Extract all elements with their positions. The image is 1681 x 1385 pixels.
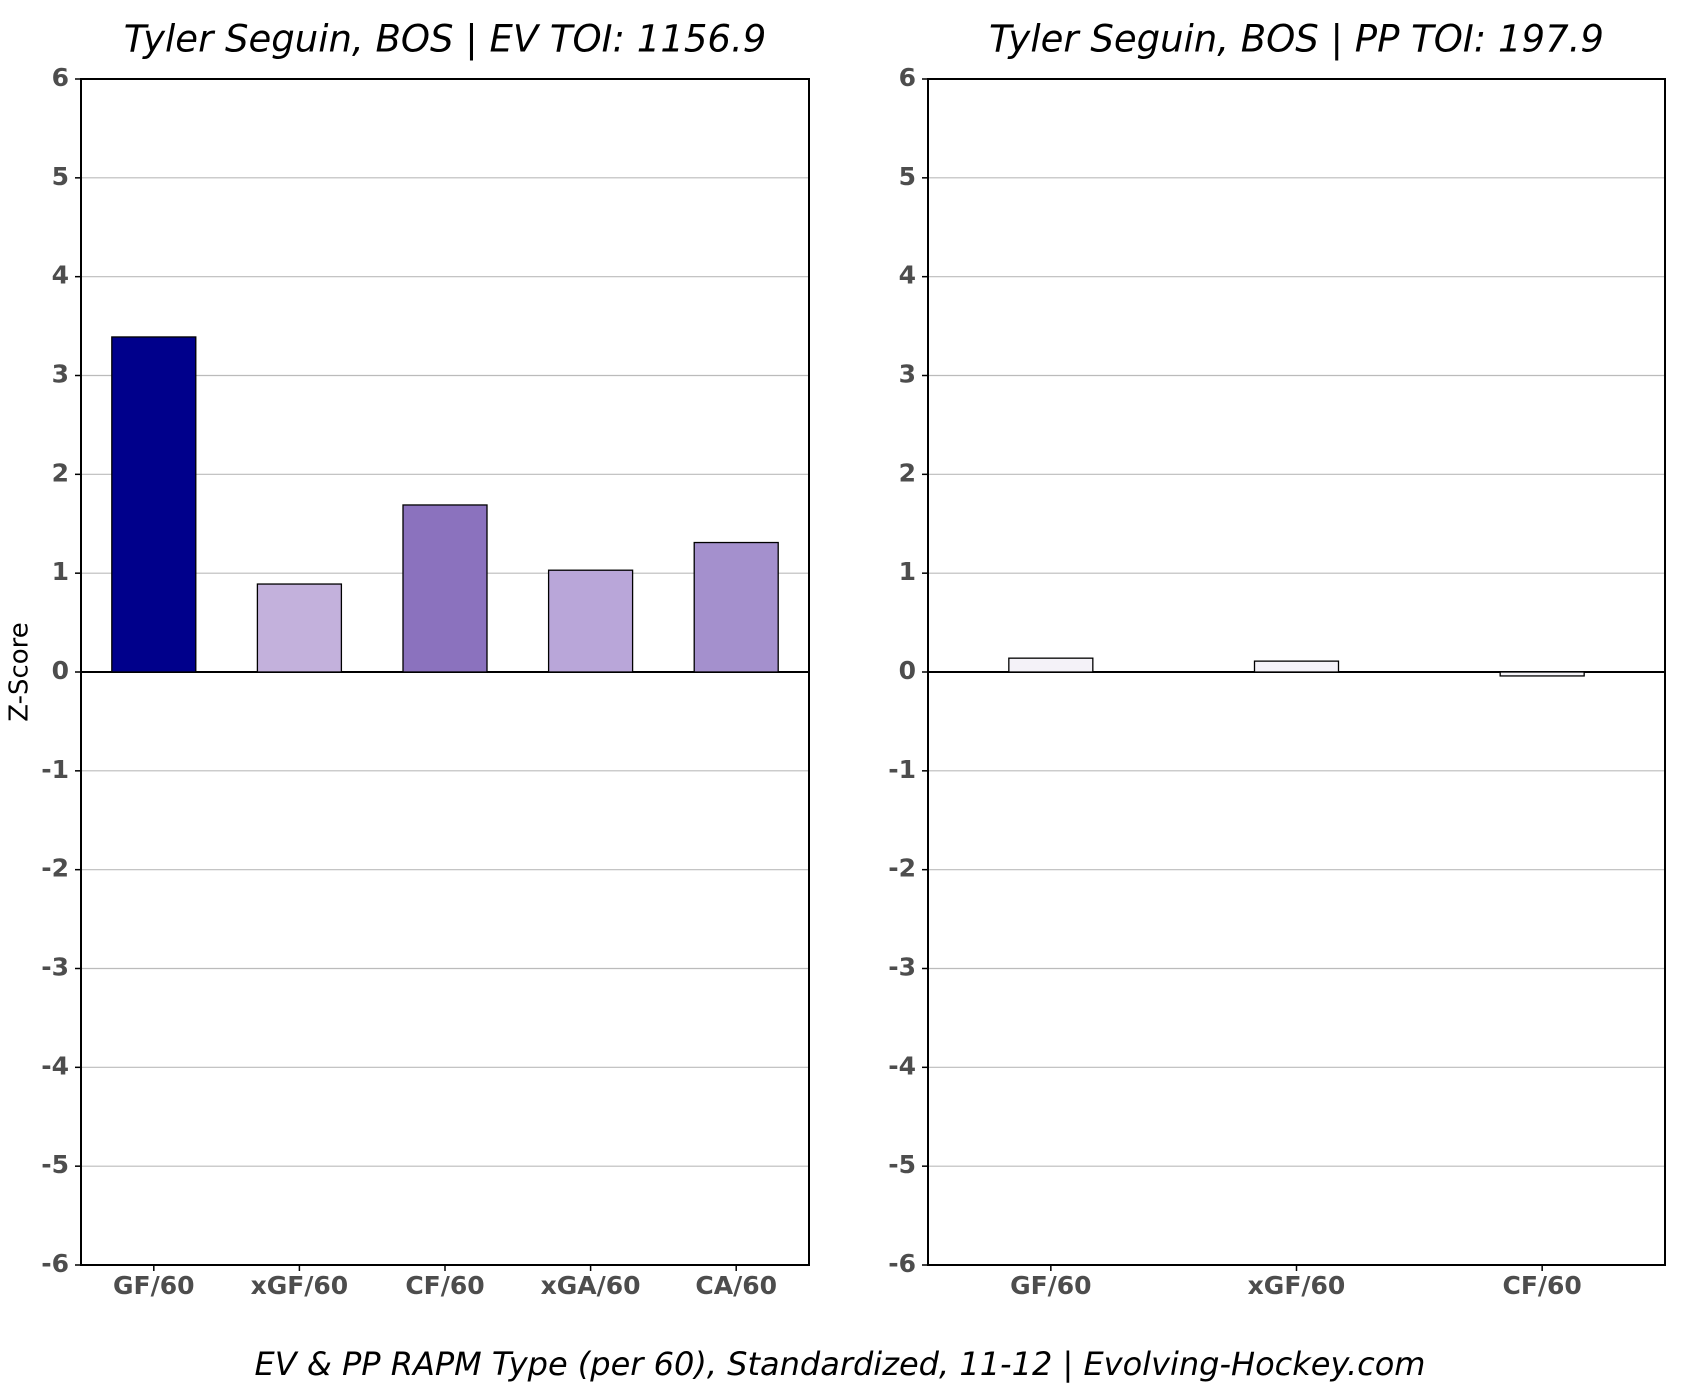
y-tick-label: 1 — [52, 557, 69, 586]
bar — [402, 504, 488, 673]
y-tick-label: -1 — [888, 755, 916, 784]
caption: EV & PP RAPM Type (per 60), Standardized… — [255, 1345, 1426, 1383]
x-tick-label: GF/60 — [113, 1271, 195, 1300]
y-tick-label: -6 — [41, 1249, 69, 1278]
bar — [1499, 671, 1585, 677]
y-tick-label: -6 — [888, 1249, 916, 1278]
y-tick-label: -4 — [888, 1051, 916, 1080]
y-tick-label: -2 — [41, 854, 69, 883]
bar — [111, 336, 197, 673]
chart-title: Tyler Seguin, BOS | PP TOI: 197.9 — [989, 18, 1604, 61]
plot-frame — [80, 78, 810, 1266]
x-tick-label: GF/60 — [1010, 1271, 1092, 1300]
x-tick-label: CF/60 — [405, 1271, 484, 1300]
y-tick-label: -4 — [41, 1051, 69, 1080]
x-tick-label: CF/60 — [1502, 1271, 1581, 1300]
bar — [547, 569, 634, 673]
y-tick-label: -1 — [41, 755, 69, 784]
y-tick-label: -5 — [41, 1150, 69, 1179]
bar — [256, 583, 343, 673]
x-tick-label: xGA/60 — [541, 1271, 641, 1300]
y-tick-label: 0 — [899, 656, 916, 685]
y-tick-label: 6 — [899, 63, 916, 92]
y-tick-label: 5 — [899, 162, 916, 191]
bar — [693, 541, 779, 673]
x-tick-label: xGF/60 — [1248, 1271, 1346, 1300]
y-tick-label: 0 — [52, 656, 69, 685]
y-tick-label: 3 — [899, 360, 916, 389]
y-tick-label: -5 — [888, 1150, 916, 1179]
x-tick-label: CA/60 — [695, 1271, 777, 1300]
x-tick-label: xGF/60 — [251, 1271, 349, 1300]
y-tick-label: 2 — [899, 458, 916, 487]
y-tick-label: -3 — [41, 953, 69, 982]
y-tick-label: 4 — [52, 261, 69, 290]
y-tick-label: -2 — [888, 854, 916, 883]
y-tick-label: 3 — [52, 360, 69, 389]
bar — [1008, 657, 1094, 673]
chart-title: Tyler Seguin, BOS | EV TOI: 1156.9 — [124, 18, 767, 61]
plot-frame — [927, 78, 1666, 1266]
y-tick-label: 2 — [52, 458, 69, 487]
y-axis-label: Z-Score — [5, 622, 35, 722]
y-tick-label: 4 — [899, 261, 916, 290]
bar — [1253, 660, 1340, 673]
y-tick-label: -3 — [888, 953, 916, 982]
y-tick-label: 1 — [899, 557, 916, 586]
y-tick-label: 6 — [52, 63, 69, 92]
y-tick-label: 5 — [52, 162, 69, 191]
